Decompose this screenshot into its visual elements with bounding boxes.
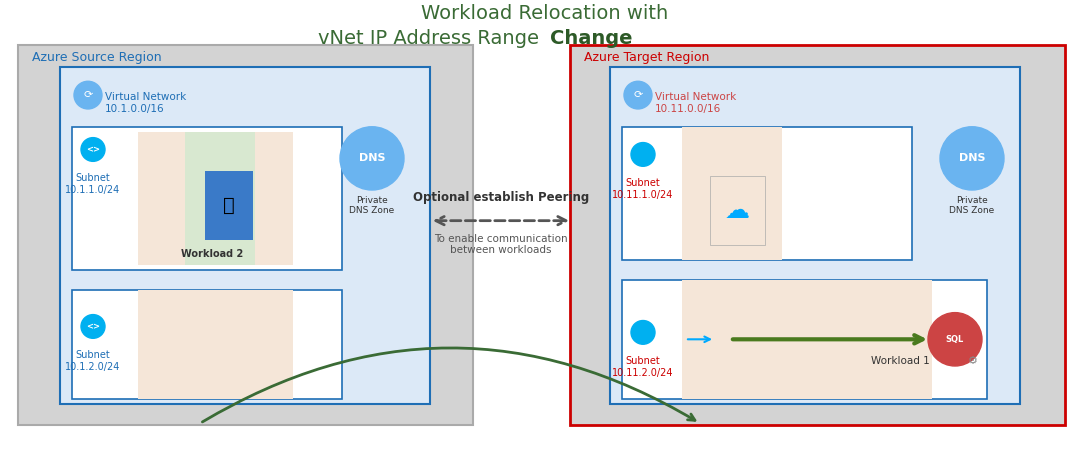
Text: Virtual Network
10.11.0.0/16: Virtual Network 10.11.0.0/16 xyxy=(655,92,736,114)
FancyBboxPatch shape xyxy=(610,67,1020,404)
Circle shape xyxy=(340,127,404,190)
FancyBboxPatch shape xyxy=(19,45,473,425)
Text: <>: <> xyxy=(86,322,100,331)
Text: <>: <> xyxy=(86,145,100,154)
Text: ⚙: ⚙ xyxy=(968,356,978,366)
Text: Workload Relocation with: Workload Relocation with xyxy=(422,4,668,23)
FancyBboxPatch shape xyxy=(72,290,342,399)
FancyBboxPatch shape xyxy=(185,132,255,265)
Text: Subnet
10.11.2.0/24: Subnet 10.11.2.0/24 xyxy=(613,356,674,378)
Text: 🐧: 🐧 xyxy=(223,196,234,215)
Circle shape xyxy=(623,81,652,109)
FancyBboxPatch shape xyxy=(710,176,765,246)
Text: ☁: ☁ xyxy=(725,199,750,223)
FancyBboxPatch shape xyxy=(622,127,912,260)
Text: Private
DNS Zone: Private DNS Zone xyxy=(350,196,395,215)
Text: DNS: DNS xyxy=(359,154,385,164)
FancyBboxPatch shape xyxy=(622,280,988,399)
Circle shape xyxy=(940,127,1004,190)
Text: Subnet
10.11.1.0/24: Subnet 10.11.1.0/24 xyxy=(613,178,674,200)
FancyBboxPatch shape xyxy=(682,280,932,399)
Text: Subnet
10.1.1.0/24: Subnet 10.1.1.0/24 xyxy=(65,173,121,195)
Circle shape xyxy=(631,143,655,166)
Text: Private
DNS Zone: Private DNS Zone xyxy=(949,196,994,215)
FancyBboxPatch shape xyxy=(205,171,253,241)
Circle shape xyxy=(81,138,105,161)
Text: To enable communication
between workloads: To enable communication between workload… xyxy=(434,233,568,255)
Circle shape xyxy=(631,321,655,344)
Circle shape xyxy=(81,314,105,338)
FancyBboxPatch shape xyxy=(682,127,782,260)
Text: DNS: DNS xyxy=(959,154,985,164)
FancyBboxPatch shape xyxy=(138,132,293,265)
Text: Workload 2: Workload 2 xyxy=(181,249,243,259)
Text: Azure Target Region: Azure Target Region xyxy=(584,52,710,64)
Text: SQL: SQL xyxy=(946,335,965,344)
Text: vNet IP Address Range: vNet IP Address Range xyxy=(318,29,545,48)
Text: Subnet
10.1.2.0/24: Subnet 10.1.2.0/24 xyxy=(65,350,121,372)
Circle shape xyxy=(74,81,102,109)
Text: Optional establish Peering: Optional establish Peering xyxy=(413,191,589,204)
Text: ⟳: ⟳ xyxy=(83,90,93,100)
FancyBboxPatch shape xyxy=(138,290,293,399)
FancyBboxPatch shape xyxy=(570,45,1065,425)
Text: Change: Change xyxy=(550,29,632,48)
Text: Azure Source Region: Azure Source Region xyxy=(32,52,161,64)
Text: ⟳: ⟳ xyxy=(633,90,643,100)
FancyBboxPatch shape xyxy=(72,127,342,270)
Text: Virtual Network
10.1.0.0/16: Virtual Network 10.1.0.0/16 xyxy=(105,92,186,114)
FancyBboxPatch shape xyxy=(60,67,429,404)
Circle shape xyxy=(928,313,982,366)
Text: Workload 1: Workload 1 xyxy=(871,356,930,366)
